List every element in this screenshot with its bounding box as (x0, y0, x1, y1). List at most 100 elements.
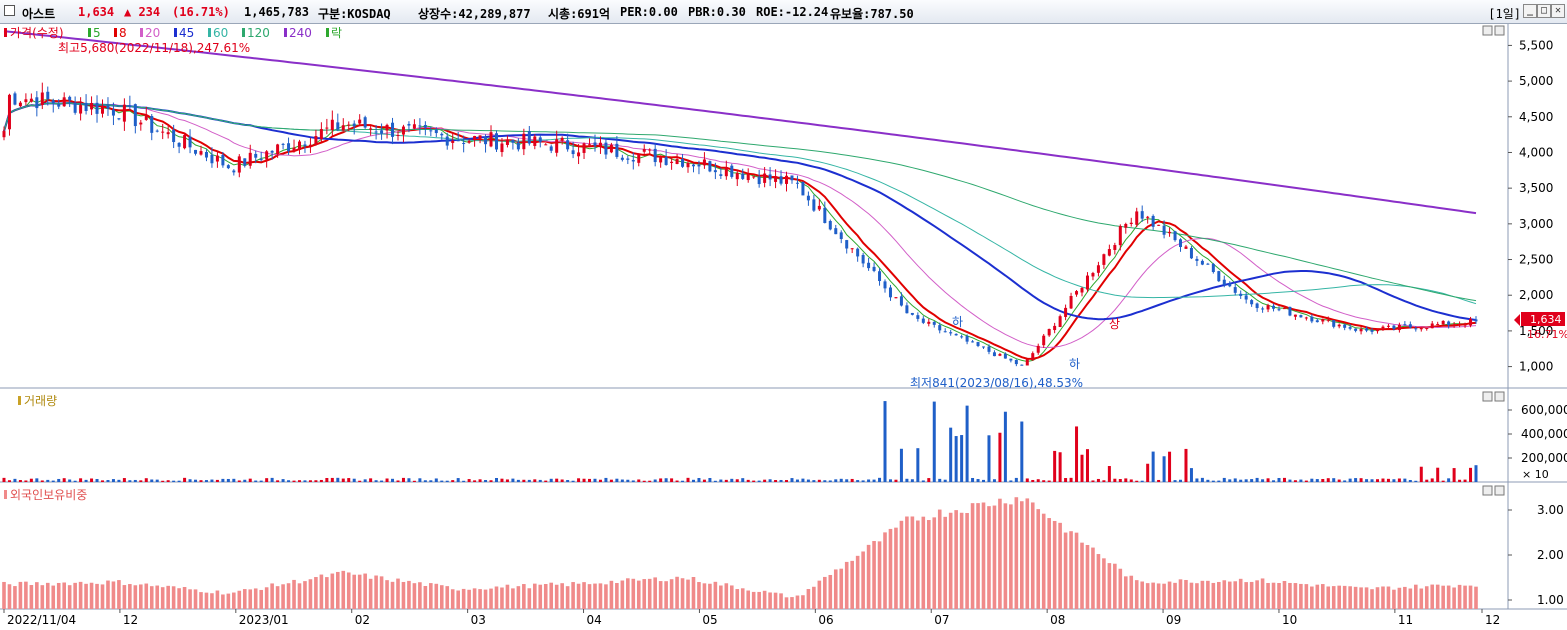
foreign-ratio-bar (374, 575, 378, 609)
foreign-ratio-bar (1233, 581, 1238, 609)
volume-bar (631, 480, 635, 482)
volume-bar (1463, 479, 1467, 482)
volume-bar (226, 478, 230, 482)
foreign-ratio-bar (1014, 497, 1019, 609)
price-legend: 가격(수정) 5 8 20 45 60 120 240 락 (4, 26, 342, 40)
candle-body (768, 174, 772, 180)
candle-body (653, 148, 657, 163)
candle-body (423, 125, 427, 128)
x-tick-label: 2023/01 (239, 613, 289, 627)
volume-bar (24, 480, 28, 482)
candle-body (823, 207, 827, 223)
candle-body (1189, 247, 1193, 259)
candle-body (1228, 283, 1232, 287)
foreign-ratio-bar (1468, 585, 1473, 609)
foreign-ratio-bar (1337, 585, 1341, 609)
volume-bar (1179, 479, 1183, 482)
candle-body (522, 133, 526, 150)
close-button[interactable]: ✕ (1551, 4, 1565, 18)
volume-bar (691, 479, 695, 482)
candle-body (566, 140, 570, 150)
candle-body (752, 176, 756, 178)
foreign-ratio-bar (1288, 582, 1292, 609)
volume-bar (166, 480, 170, 482)
price-panel-min-button[interactable] (1482, 25, 1493, 36)
volume-bar (670, 478, 674, 482)
volume-bar (336, 477, 340, 482)
foreign-ratio-bar (128, 584, 132, 609)
volume-bar (637, 479, 641, 482)
maximize-button[interactable]: □ (1537, 4, 1551, 18)
volume-bar (325, 477, 329, 482)
volume-bar (210, 479, 214, 482)
candle-body (735, 173, 739, 180)
volume-bar (593, 478, 597, 482)
foreign-ratio-bar (1266, 582, 1270, 609)
volume-bar (1272, 480, 1276, 482)
foreign-ratio-bar (609, 580, 614, 609)
volume-bar (1414, 480, 1418, 482)
select-checkbox[interactable] (4, 5, 15, 16)
candle-body (1085, 275, 1089, 290)
candle-body (1135, 211, 1139, 225)
foreign-ratio-bar (346, 572, 351, 609)
foreign-ratio-bar (1353, 586, 1358, 609)
candle-body (1162, 225, 1166, 235)
minimize-button[interactable]: _ (1523, 4, 1537, 18)
candle-body (1430, 323, 1434, 329)
candle-body (604, 142, 608, 155)
foreign-ratio-bar (686, 579, 690, 609)
foreign-ratio-bar (615, 582, 619, 609)
price-panel-close-button[interactable] (1494, 25, 1505, 36)
candle-body (719, 174, 723, 176)
foreign-ratio-bar (1167, 581, 1172, 609)
period-selector[interactable]: [1일] (1488, 7, 1521, 21)
price-tag-pct: 16.71% (1527, 328, 1567, 341)
candle-body (347, 124, 351, 126)
volume-bar (352, 478, 356, 482)
volume-bar (100, 480, 104, 482)
volume-bar (1129, 479, 1133, 482)
candle-body (489, 132, 493, 147)
foreign-ratio-bar (680, 578, 685, 609)
stock-chart[interactable]: 5,500 5,000 4,500 4,000 3,500 3,000 2,500 2,000… (0, 24, 1567, 630)
candle-body (330, 119, 334, 131)
foreign-ratio-bar (35, 582, 39, 609)
volume-bar (1217, 480, 1221, 482)
candle-body (527, 131, 531, 144)
ma-legend-item-120: 120 (242, 26, 270, 40)
foreign-ratio-bar (67, 585, 72, 609)
x-tick-label: 12 (1485, 613, 1500, 627)
candle-body (1293, 314, 1297, 317)
candle-body (1326, 319, 1330, 321)
candle-body (276, 144, 280, 155)
x-tick-label: 05 (702, 613, 717, 627)
candle-body (396, 134, 400, 136)
foreign-panel-close-button[interactable] (1494, 485, 1505, 496)
volume-bar (1075, 426, 1079, 482)
candle-body (1282, 308, 1286, 310)
foreign-panel-min-button[interactable] (1482, 485, 1493, 496)
foreign-ratio-bar (1457, 584, 1462, 609)
ma-legend-label: 60 (213, 26, 228, 40)
volume-bar (1025, 478, 1029, 482)
volume-bar (1326, 478, 1330, 482)
candle-body (856, 248, 860, 257)
candle-body (1244, 295, 1248, 300)
candle-body (686, 163, 690, 168)
candle-body (538, 137, 542, 142)
panel-buttons[interactable] (1482, 25, 1505, 496)
candle-body (533, 136, 537, 146)
volume-panel-min-button[interactable] (1482, 391, 1493, 402)
volume-bar (462, 480, 466, 482)
low-annotation: 최저841(2023/08/16),48.53% (910, 376, 1083, 390)
candle-body (971, 341, 975, 343)
candle-body (1474, 319, 1478, 322)
candle-body (965, 336, 969, 342)
volume-panel-close-button[interactable] (1494, 391, 1505, 402)
foreign-ratio-bar (1331, 586, 1336, 609)
candle-body (1299, 315, 1303, 318)
price-change: ▲ 234 (124, 5, 161, 19)
foreign-ratio-bar (790, 597, 794, 609)
foreign-ratio-bar (335, 571, 340, 609)
